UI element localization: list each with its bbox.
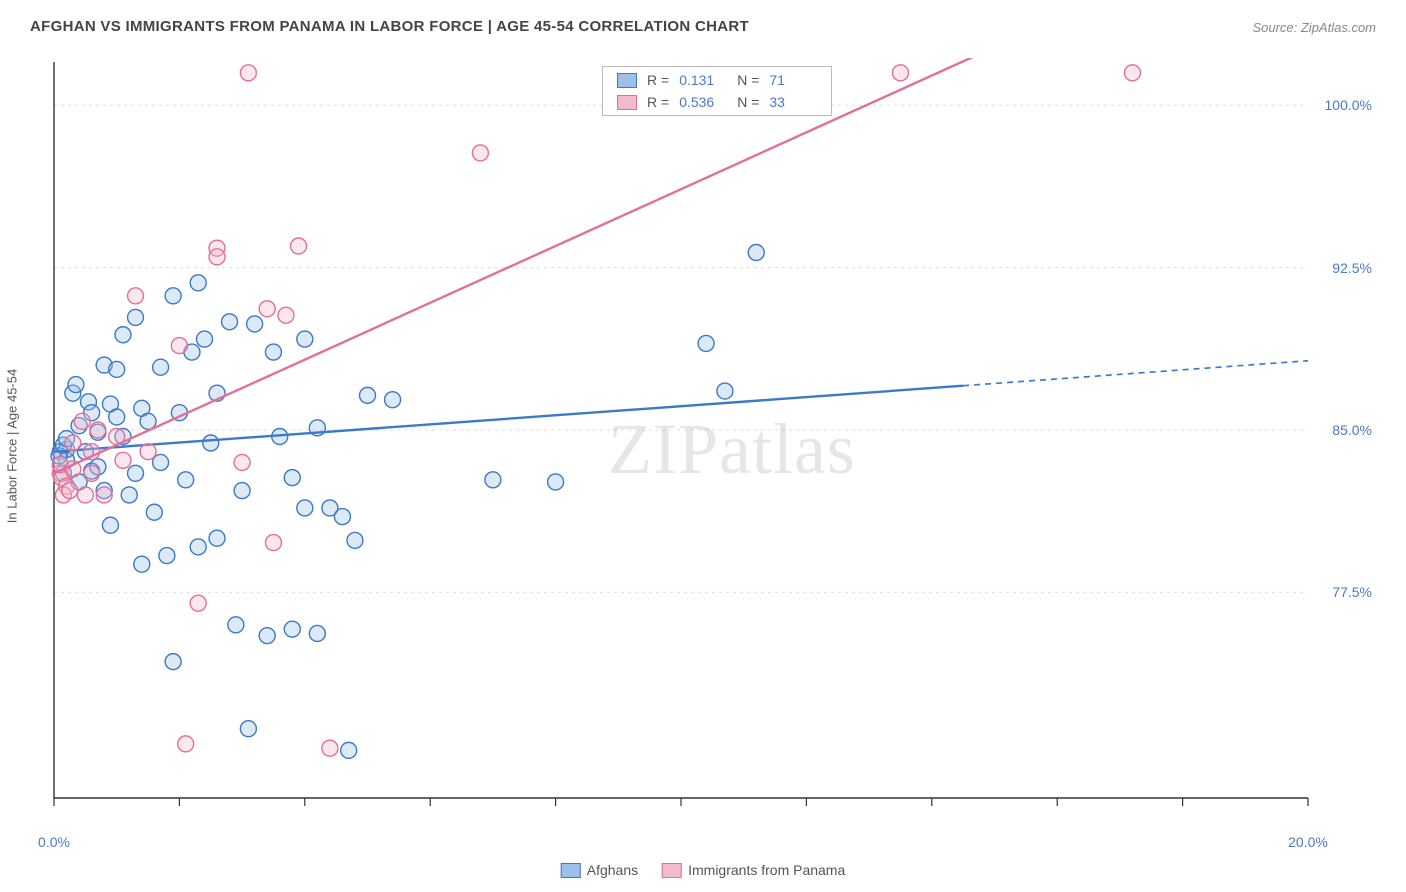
stats-row: R = 0.536 N = 33 <box>603 91 831 113</box>
stats-row: R = 0.131 N = 71 <box>603 69 831 91</box>
source-label: Source: ZipAtlas.com <box>1252 20 1376 35</box>
legend-swatch <box>617 95 637 110</box>
x-tick-label: 0.0% <box>38 834 70 850</box>
legend-item: Immigrants from Panama <box>662 862 845 878</box>
stats-value-r: 0.131 <box>679 72 727 88</box>
y-tick-label: 77.5% <box>1332 584 1372 600</box>
title-row: AFGHAN VS IMMIGRANTS FROM PANAMA IN LABO… <box>0 0 1406 43</box>
stats-label-n: N = <box>737 94 759 110</box>
legend-label: Afghans <box>587 862 638 878</box>
y-tick-label: 92.5% <box>1332 260 1372 276</box>
plot-area: ZIPatlas R =0.131N =71R =0.536N =33 77.5… <box>48 58 1378 828</box>
correlation-stats-box: R = 0.131 N = 71 R = 0.536 N = 33 <box>602 66 832 116</box>
y-tick-label: 100.0% <box>1325 97 1372 113</box>
legend-item: Afghans <box>561 862 638 878</box>
stats-value-n: 71 <box>769 72 817 88</box>
chart-title: AFGHAN VS IMMIGRANTS FROM PANAMA IN LABO… <box>30 18 749 35</box>
stats-label-r: R = <box>647 72 669 88</box>
stats-value-r: 0.536 <box>679 94 727 110</box>
stats-label-r: R = <box>647 94 669 110</box>
legend-label: Immigrants from Panama <box>688 862 845 878</box>
legend-bottom: Afghans Immigrants from Panama <box>561 862 846 878</box>
stats-value-n: 33 <box>769 94 817 110</box>
x-tick-label: 20.0% <box>1288 834 1328 850</box>
stats-label-n: N = <box>737 72 759 88</box>
y-tick-label: 85.0% <box>1332 422 1372 438</box>
legend-swatch <box>662 863 682 878</box>
legend-swatch <box>617 73 637 88</box>
chart-container: AFGHAN VS IMMIGRANTS FROM PANAMA IN LABO… <box>0 0 1406 892</box>
legend-swatch <box>561 863 581 878</box>
scatter-chart-svg <box>48 58 1378 828</box>
y-axis-label: In Labor Force | Age 45-54 <box>5 369 20 523</box>
